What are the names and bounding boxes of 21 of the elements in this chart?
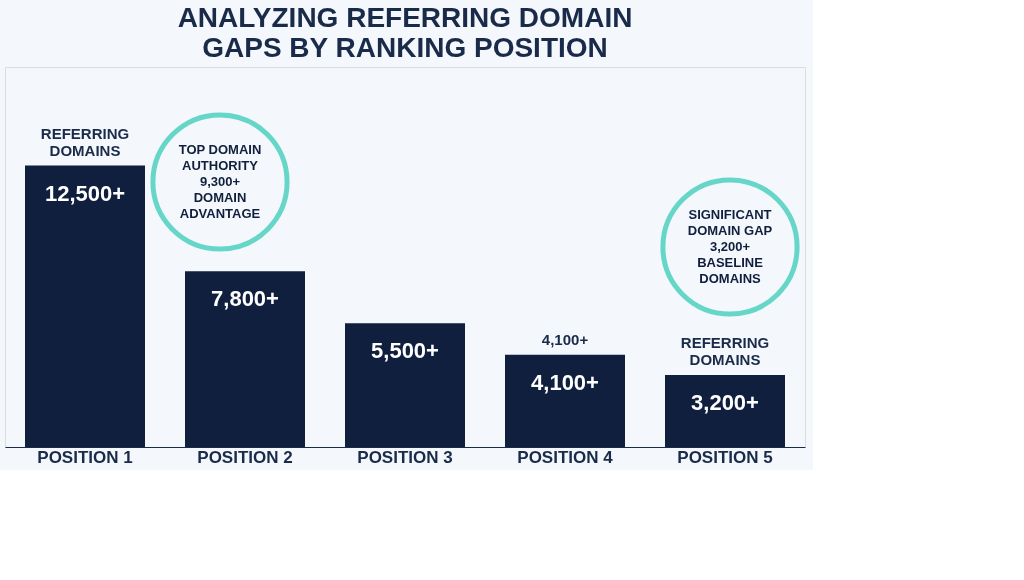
data-label: 3,200+ (691, 389, 759, 415)
annotation: SIGNIFICANT DOMAIN GAP 3,200+ BASELINE DOMAINS (687, 207, 773, 286)
x-tick-label: POSITION 4 (517, 447, 614, 467)
x-tick-label: POSITION 2 (197, 447, 293, 467)
annotation: 4,100+ (541, 330, 589, 348)
data-label: 7,800+ (211, 286, 279, 312)
bar (665, 374, 785, 447)
bar (345, 323, 465, 447)
annotation: TOP DOMAIN AUTHORITY 9,300+ DOMAIN ADVANTAGE (178, 142, 262, 221)
x-tick-label: POSITION 1 (37, 447, 133, 467)
annotation: REFERRING DOMAINS (680, 333, 770, 368)
annotation: REFERRING DOMAINS (40, 124, 130, 159)
chart-title: ANALYZING REFERRING DOMAIN GAPS BY RANKING POSITION (177, 2, 633, 63)
x-tick-label: POSITION 3 (357, 447, 453, 467)
x-tick-label: POSITION 5 (677, 447, 773, 467)
data-label: 12,500+ (44, 180, 126, 206)
bar (185, 271, 305, 447)
data-label: 5,500+ (371, 338, 439, 364)
bar (25, 165, 145, 447)
data-label: 4,100+ (531, 369, 599, 395)
bar (505, 354, 625, 447)
